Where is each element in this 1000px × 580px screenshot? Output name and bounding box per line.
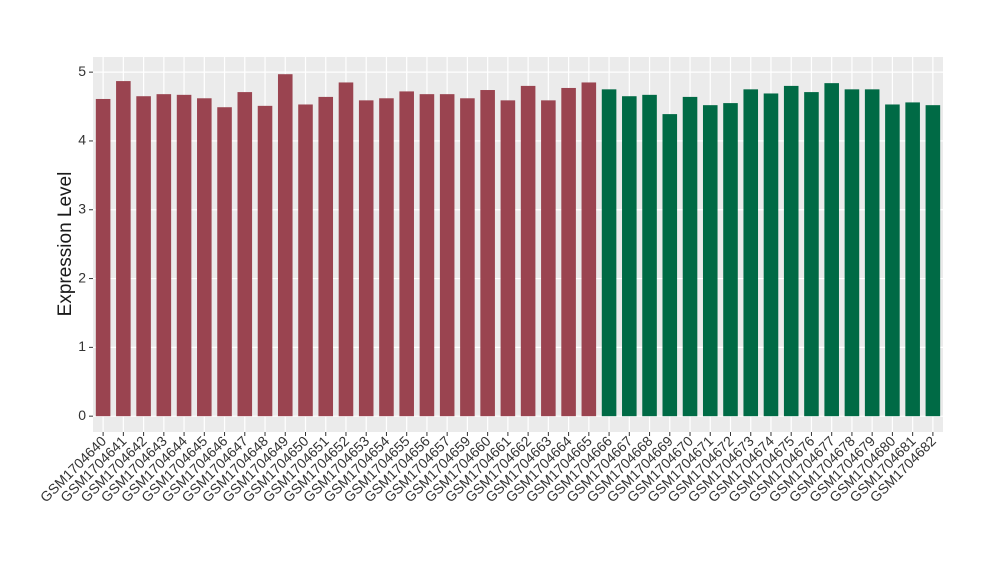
bar [156,94,172,417]
y-axis-label: Expression Level [55,172,76,317]
bar [419,94,435,417]
bar [824,83,839,417]
bar [318,96,334,417]
bar [541,100,556,417]
bar [783,85,799,417]
bar [399,91,414,417]
bar [864,89,880,417]
bar [743,89,759,417]
bar [358,100,374,417]
y-tick-label: 3 [78,200,86,216]
bar [277,74,293,417]
bar [197,98,212,417]
bar [257,105,273,417]
bar [520,85,536,417]
bar [480,90,495,417]
bar [500,100,516,417]
bar [662,114,678,417]
plot-panel [93,57,943,432]
bar [723,103,738,417]
bar [460,98,475,417]
bar [379,98,394,417]
bar [804,92,819,417]
bar [702,105,718,417]
bar [176,94,192,417]
y-tick-label: 0 [78,407,86,423]
bar [642,94,657,417]
bar [601,89,617,417]
bar [95,98,111,417]
bar [116,81,131,417]
bar [217,107,232,417]
bar [905,102,920,417]
bar [298,104,313,417]
y-tick-label: 4 [78,132,86,148]
bar [561,87,576,417]
bar [763,93,779,417]
bar [581,82,597,417]
bar [237,92,253,417]
bar [136,96,151,417]
y-tick-label: 5 [78,63,86,79]
y-tick-label: 2 [78,269,86,285]
bar [338,82,354,417]
bar [885,104,900,417]
y-tick-label: 1 [78,338,86,354]
bar [439,94,455,417]
bar [682,96,698,417]
bar [844,89,860,417]
bar [925,105,941,417]
bar [622,96,637,417]
